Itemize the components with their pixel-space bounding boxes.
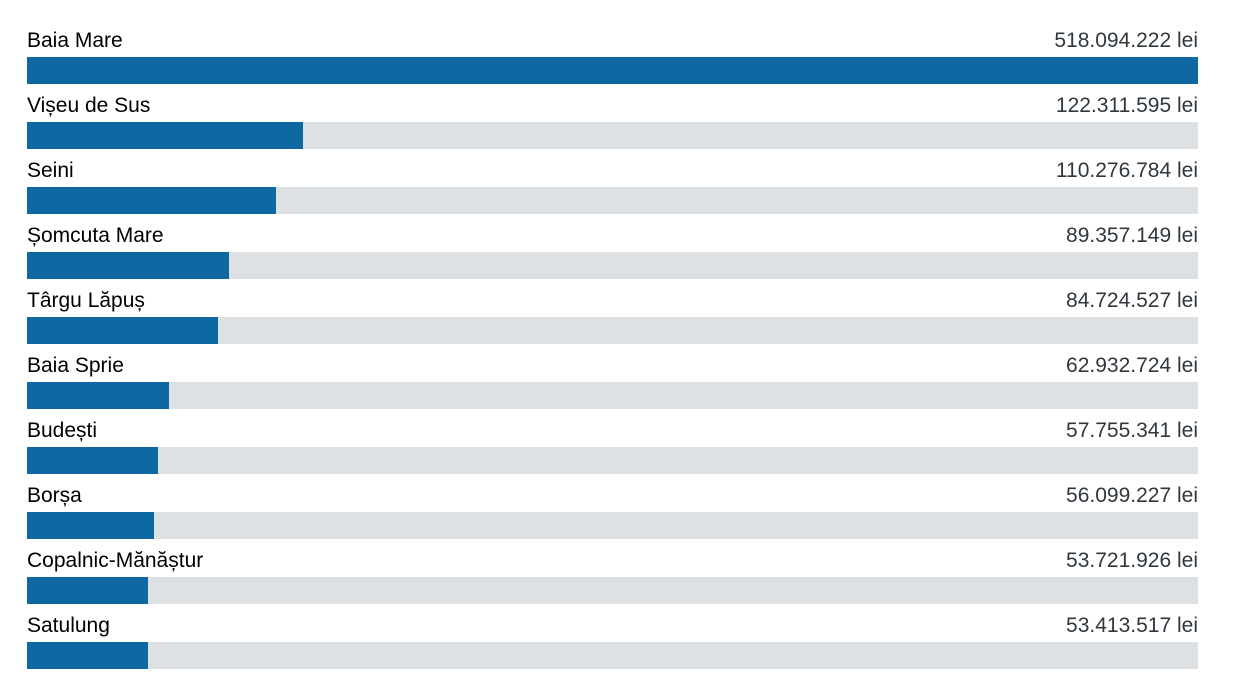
chart-rows: Baia Mare 518.094.222 lei Vișeu de Sus 1… (27, 25, 1198, 675)
bar-chart: Baia Mare 518.094.222 lei Vișeu de Sus 1… (27, 25, 1198, 675)
bar-row-header: Borșa 56.099.227 lei (27, 480, 1198, 512)
category-label: Seini (27, 159, 74, 182)
category-label: Budești (27, 419, 98, 442)
bar-row: Borșa 56.099.227 lei (27, 480, 1198, 545)
bar-fill (27, 447, 158, 474)
bar-fill (27, 317, 219, 344)
bar-row: Târgu Lăpuș 84.724.527 lei (27, 285, 1198, 350)
bar-row-header: Baia Sprie 62.932.724 lei (27, 350, 1198, 382)
bar-fill (27, 252, 229, 279)
bar-fill (27, 642, 148, 669)
value-label: 62.932.724 lei (1066, 354, 1198, 377)
value-label: 56.099.227 lei (1066, 484, 1198, 507)
value-label: 89.357.149 lei (1066, 224, 1198, 247)
bar-track (27, 57, 1198, 84)
bar-track (27, 317, 1198, 344)
bar-fill (27, 57, 1198, 84)
bar-track (27, 122, 1198, 149)
value-label: 53.413.517 lei (1066, 614, 1198, 637)
value-label: 110.276.784 lei (1055, 159, 1198, 182)
bar-row: Budești 57.755.341 lei (27, 415, 1198, 480)
category-label: Borșa (27, 484, 82, 507)
bar-track (27, 187, 1198, 214)
bar-row: Șomcuta Mare 89.357.149 lei (27, 220, 1198, 285)
bar-track (27, 447, 1198, 474)
bar-row: Baia Sprie 62.932.724 lei (27, 350, 1198, 415)
value-label: 122.311.595 lei (1055, 94, 1198, 117)
bar-row-header: Vișeu de Sus 122.311.595 lei (27, 90, 1198, 122)
bar-row: Seini 110.276.784 lei (27, 155, 1198, 220)
bar-row: Satulung 53.413.517 lei (27, 610, 1198, 675)
bar-track (27, 382, 1198, 409)
category-label: Baia Mare (27, 29, 123, 52)
bar-track (27, 642, 1198, 669)
category-label: Copalnic-Mănăștur (27, 549, 204, 572)
bar-fill (27, 187, 277, 214)
bar-fill (27, 512, 154, 539)
bar-row-header: Seini 110.276.784 lei (27, 155, 1198, 187)
bar-row: Vișeu de Sus 122.311.595 lei (27, 90, 1198, 155)
bar-track (27, 252, 1198, 279)
category-label: Baia Sprie (27, 354, 124, 377)
bar-row: Baia Mare 518.094.222 lei (27, 25, 1198, 90)
bar-row: Copalnic-Mănăștur 53.721.926 lei (27, 545, 1198, 610)
bar-row-header: Șomcuta Mare 89.357.149 lei (27, 220, 1198, 252)
category-label: Șomcuta Mare (27, 224, 164, 247)
bar-fill (27, 122, 304, 149)
category-label: Vișeu de Sus (27, 94, 151, 117)
bar-fill (27, 577, 149, 604)
bar-row-header: Satulung 53.413.517 lei (27, 610, 1198, 642)
value-label: 53.721.926 lei (1066, 549, 1198, 572)
value-label: 518.094.222 lei (1054, 29, 1198, 52)
bar-row-header: Copalnic-Mănăștur 53.721.926 lei (27, 545, 1198, 577)
value-label: 57.755.341 lei (1066, 419, 1198, 442)
bar-fill (27, 382, 170, 409)
category-label: Satulung (27, 614, 110, 637)
value-label: 84.724.527 lei (1066, 289, 1198, 312)
bar-track (27, 577, 1198, 604)
bar-row-header: Budești 57.755.341 lei (27, 415, 1198, 447)
bar-track (27, 512, 1198, 539)
category-label: Târgu Lăpuș (27, 289, 145, 312)
bar-row-header: Târgu Lăpuș 84.724.527 lei (27, 285, 1198, 317)
bar-row-header: Baia Mare 518.094.222 lei (27, 25, 1198, 57)
